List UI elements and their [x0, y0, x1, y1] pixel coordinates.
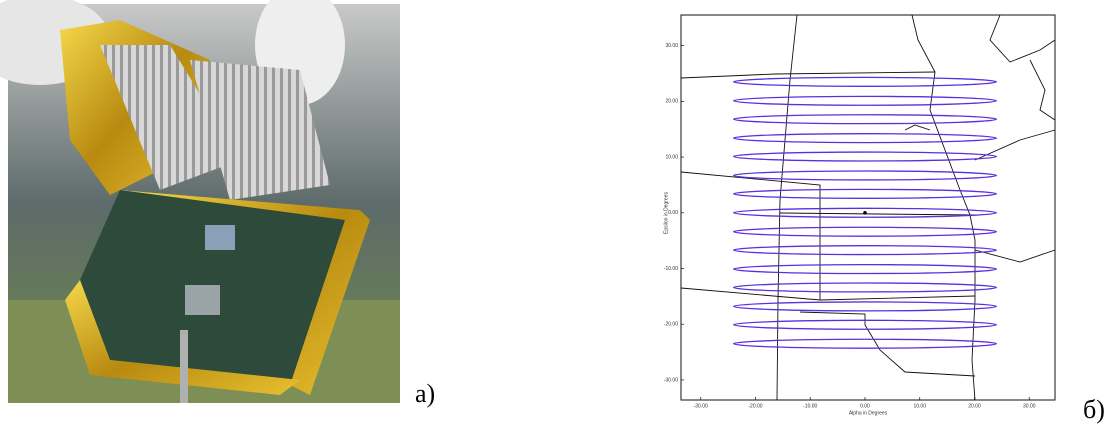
y-axis-label: Epsilon in Degrees [663, 192, 669, 234]
x-tick-label: 0.00 [860, 403, 870, 409]
scan-ellipse [732, 133, 998, 144]
scan-ellipse [732, 207, 998, 218]
y-tick-label: -30.00 [664, 377, 678, 383]
center-point [863, 210, 867, 215]
scan-ellipse [732, 151, 998, 162]
satellite-photo [0, 0, 400, 403]
y-tick-label: 30.00 [665, 43, 678, 49]
plot-frame [680, 14, 1056, 401]
scan-ellipse [732, 188, 998, 199]
scan-ellipse [732, 319, 998, 330]
scan-ellipse [732, 170, 998, 181]
y-tick-label: 0.00 [668, 210, 678, 216]
x-tick-label: 30.00 [1023, 403, 1036, 409]
scan-ellipse [732, 95, 998, 106]
scan-ellipse [732, 282, 998, 293]
x-tick-label: 10.00 [913, 403, 926, 409]
x-axis-label: Alpha in Degrees [849, 410, 888, 416]
x-tick-label: -20.00 [748, 403, 762, 409]
scan-ellipse [732, 114, 998, 125]
x-tick-label: 20.00 [968, 403, 981, 409]
scan-ellipse [732, 301, 998, 312]
x-tick-label: -30.00 [694, 403, 708, 409]
scan-ellipse [732, 76, 998, 87]
scan-ellipse [732, 263, 998, 275]
map-borders [680, 14, 1056, 401]
y-tick-label: -20.00 [664, 322, 678, 328]
scan-ellipse [732, 226, 998, 237]
panel-label: а) [415, 379, 435, 408]
scan-ellipse [732, 338, 998, 349]
y-tick-label: 10.00 [665, 154, 678, 160]
y-tick-label: -10.00 [664, 266, 678, 272]
panel-label: б) [1083, 395, 1105, 424]
x-tick-label: -10.00 [803, 403, 817, 409]
y-tick-label: 20.00 [665, 99, 678, 105]
scan-ellipse [732, 245, 998, 256]
